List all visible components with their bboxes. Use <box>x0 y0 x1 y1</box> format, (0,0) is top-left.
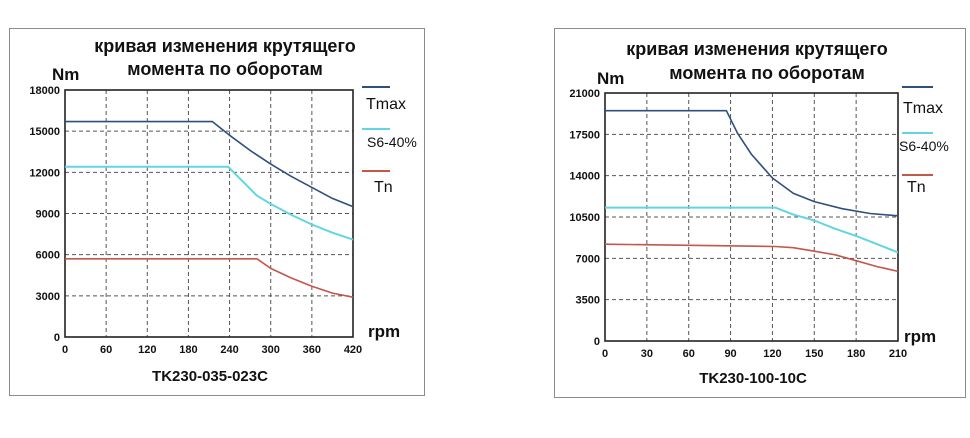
y-axis-label: Nm <box>597 69 624 88</box>
series-line-tmax <box>605 109 899 217</box>
torque-chart-left: кривая изменения крутящего момента по об… <box>29 36 417 385</box>
x-tick-label: 240 <box>220 344 238 356</box>
x-tick-label: 210 <box>889 348 907 360</box>
torque-chart-right: кривая изменения крутящего момента по об… <box>569 39 949 387</box>
y-tick-label: 0 <box>54 332 60 344</box>
y-axis-label: Nm <box>52 65 79 84</box>
series-line-tmax <box>65 120 354 208</box>
chart-panel-right: кривая изменения крутящего момента по об… <box>554 28 966 398</box>
y-tick-label: 18000 <box>29 85 60 97</box>
y-tick-label: 3000 <box>36 291 60 303</box>
x-tick-label: 180 <box>847 348 865 360</box>
legend-label-tmax: Tmax <box>366 96 406 113</box>
series-line-tn <box>65 258 354 298</box>
series-line-s6 <box>605 206 899 254</box>
y-tick-label: 9000 <box>36 209 60 221</box>
chart-title-line1: кривая изменения крутящего <box>626 39 887 59</box>
x-tick-label: 360 <box>303 344 321 356</box>
legend-label-tn: Tn <box>374 179 393 196</box>
legend-label-s6: S6-40% <box>899 138 949 154</box>
y-tick-label: 10500 <box>569 212 600 224</box>
chart-panel-left: кривая изменения крутящего момента по об… <box>9 28 425 396</box>
x-tick-label: 180 <box>179 344 197 356</box>
legend-label-tmax: Tmax <box>903 100 943 117</box>
model-label: TK230-100-10C <box>699 370 807 387</box>
series-line-s6 <box>65 165 354 241</box>
y-tick-label: 12000 <box>29 167 60 179</box>
x-tick-label: 0 <box>62 344 68 356</box>
chart-title-line2: момента по оборотам <box>127 59 323 79</box>
legend-label-s6: S6-40% <box>367 134 417 150</box>
y-tick-label: 17500 <box>569 129 600 141</box>
y-tick-label: 6000 <box>36 250 60 262</box>
x-tick-label: 60 <box>683 348 695 360</box>
y-tick-label: 14000 <box>569 171 600 183</box>
y-tick-label: 15000 <box>29 126 60 138</box>
model-label: TK230-035-023C <box>152 368 268 385</box>
x-tick-label: 300 <box>262 344 280 356</box>
x-axis-label: rpm <box>904 327 936 346</box>
plot-frame <box>604 92 899 342</box>
chart-title-line2: момента по оборотам <box>669 63 865 83</box>
chart-title-line1: кривая изменения крутящего <box>94 36 355 56</box>
y-tick-label: 21000 <box>569 88 600 100</box>
plot-frame <box>64 89 354 338</box>
x-tick-label: 120 <box>763 348 781 360</box>
x-tick-label: 0 <box>602 348 608 360</box>
legend-label-tn: Tn <box>907 179 926 196</box>
x-tick-label: 30 <box>641 348 653 360</box>
y-tick-label: 0 <box>594 336 600 348</box>
x-tick-label: 120 <box>138 344 156 356</box>
y-tick-label: 7000 <box>576 253 600 265</box>
x-axis-label: rpm <box>368 322 400 341</box>
x-tick-label: 90 <box>724 348 736 360</box>
x-tick-label: 150 <box>805 348 823 360</box>
series-line-tn <box>604 243 899 273</box>
x-tick-label: 60 <box>100 344 112 356</box>
x-tick-label: 420 <box>344 344 362 356</box>
y-tick-label: 3500 <box>576 295 600 307</box>
